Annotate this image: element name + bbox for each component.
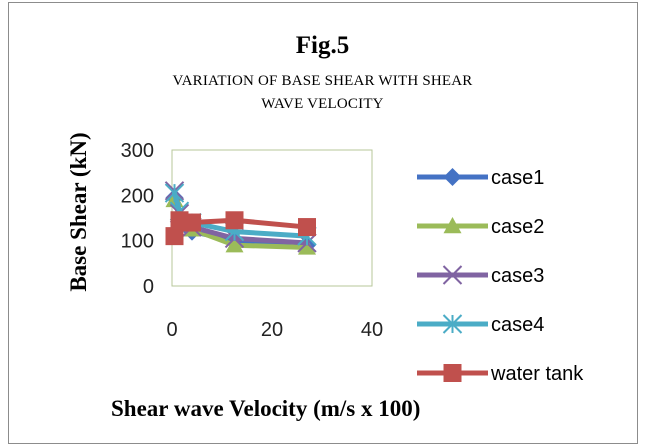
legend-marker [443, 168, 462, 186]
legend-label: case3 [491, 265, 544, 287]
legend-label: water tank [490, 363, 584, 385]
data-point [298, 218, 316, 237]
line-chart: 0 100 200 300 0 20 40 case1 case2 case3 case4 water… [121, 140, 585, 385]
x-tick-label: 20 [261, 319, 283, 341]
chart-subtitle-line-2: WAVE VELOCITY [261, 96, 384, 112]
y-tick-label: 100 [121, 231, 154, 253]
data-point [225, 236, 244, 253]
y-tick-label: 300 [121, 140, 154, 162]
legend-marker [442, 265, 463, 285]
data-point [183, 213, 201, 232]
x-tick-label: 40 [361, 319, 383, 341]
data-point [225, 211, 244, 230]
y-tick-label: 0 [143, 276, 154, 298]
data-point [165, 227, 184, 246]
legend-marker [442, 314, 463, 334]
legend-marker [443, 217, 462, 234]
data-point [164, 183, 185, 203]
legend-marker [443, 364, 462, 382]
legend-label: case1 [491, 167, 544, 189]
y-tick-label: 200 [121, 185, 154, 207]
x-tick-label: 0 [166, 319, 177, 341]
data-point [298, 238, 316, 255]
legend-label: case2 [491, 216, 544, 238]
x-axis-label: Shear wave Velocity (m/s x 100) [111, 396, 421, 421]
legend-label: case4 [491, 314, 544, 336]
chart-title: Fig.5 [295, 32, 350, 59]
plot-area [171, 149, 373, 287]
chart-subtitle-line-1: VARIATION OF BASE SHEAR WITH SHEAR [172, 73, 473, 89]
